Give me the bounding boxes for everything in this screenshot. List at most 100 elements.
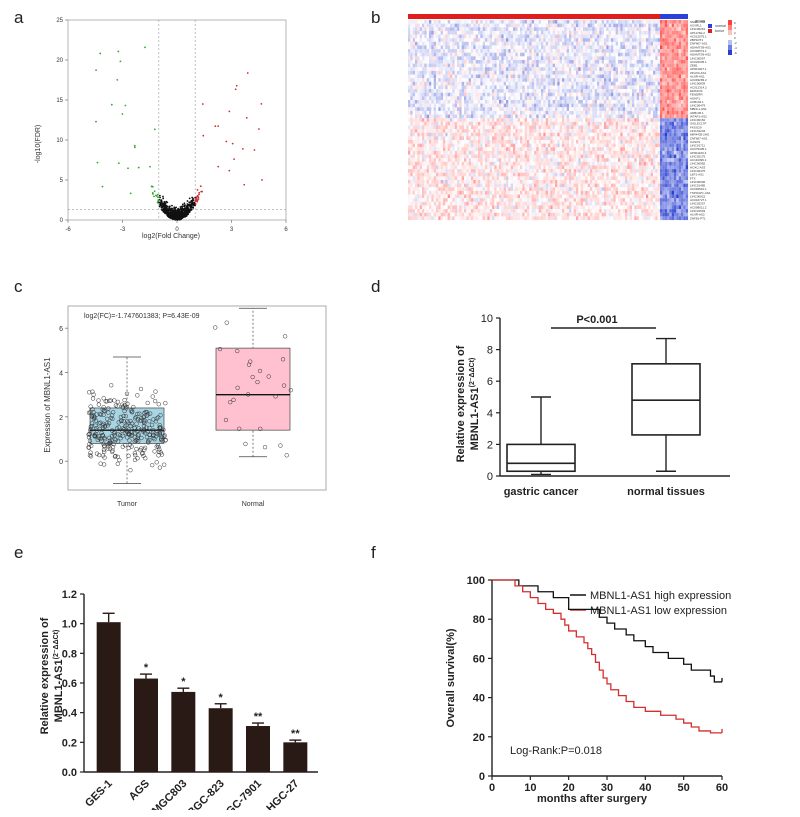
heatmap-cell	[487, 45, 490, 50]
heatmap-cell	[636, 107, 640, 111]
heatmap-cell	[429, 143, 432, 148]
volcano-point	[187, 213, 190, 216]
heatmap-cell	[608, 52, 612, 57]
heatmap-cell	[452, 143, 455, 148]
heatmap-cell	[620, 85, 623, 90]
heatmap-cell	[508, 27, 511, 31]
heatmap-cell	[655, 110, 658, 115]
volcano-point	[191, 202, 194, 204]
heatmap-cell	[429, 140, 432, 144]
heatmap-cell	[590, 107, 593, 111]
heatmap-cell	[515, 45, 518, 50]
heatmap-cell	[587, 41, 591, 46]
heatmap-cell	[466, 89, 469, 93]
heatmap-cell	[657, 60, 661, 64]
heatmap-cell	[410, 110, 413, 115]
heatmap-cell	[653, 74, 656, 79]
heatmap-cell	[436, 132, 439, 137]
heatmap-cell	[524, 140, 528, 144]
heatmap-cell	[618, 92, 621, 97]
heatmap-cell	[671, 92, 675, 97]
heatmap-cell	[520, 38, 523, 42]
heatmap-row-label: FENDRR	[690, 93, 703, 97]
volcano-point	[192, 198, 194, 201]
heatmap-cell	[578, 38, 581, 42]
volcano-point	[187, 207, 190, 210]
heatmap-row-label: AC012075.1	[690, 34, 707, 38]
volcano-point	[121, 113, 124, 115]
heatmap-cell	[412, 38, 416, 42]
heatmap-cell	[660, 23, 663, 28]
heatmap-cell	[527, 34, 530, 39]
heatmap-cell	[615, 132, 619, 137]
heatmap-cell	[569, 107, 572, 111]
heatmap-cell	[611, 63, 614, 68]
heatmap-cell	[520, 67, 523, 71]
volcano-point	[95, 120, 97, 123]
heatmap-cell	[471, 81, 474, 86]
heatmap-cell	[522, 38, 525, 42]
heatmap-cell	[426, 78, 430, 82]
heatmap-cell	[620, 103, 623, 108]
heatmap-cell	[571, 63, 574, 68]
heatmap-cell	[629, 41, 633, 46]
volcano-point	[181, 205, 184, 208]
heatmap-cell	[681, 110, 684, 115]
heatmap-cell	[639, 92, 642, 97]
volcano-point	[159, 196, 161, 199]
heatmap-cell	[622, 20, 626, 24]
heatmap-cell	[492, 27, 495, 31]
heatmap-cell	[555, 103, 558, 108]
heatmap-cell	[608, 118, 612, 122]
heatmap-cell	[447, 38, 451, 42]
heatmap-cell	[674, 92, 677, 97]
heatmap-cell	[564, 52, 567, 57]
heatmap-cell	[592, 23, 595, 28]
heatmap-cell	[599, 49, 602, 53]
heatmap-cell	[408, 78, 411, 82]
heatmap-cell	[501, 136, 504, 141]
heatmap-cell	[433, 85, 437, 90]
heatmap-cell	[550, 41, 553, 46]
heatmap-cell	[643, 56, 647, 61]
heatmap-cell	[524, 74, 528, 79]
heatmap-cell	[457, 96, 460, 101]
volcano-point	[170, 209, 173, 212]
heatmap-cell	[620, 56, 623, 61]
heatmap-cell	[585, 38, 588, 42]
heatmap-cell	[440, 60, 444, 64]
heatmap-cell	[683, 132, 686, 137]
heatmap-cell	[433, 118, 437, 122]
heatmap-cell	[501, 118, 504, 122]
heatmap-cell	[676, 45, 679, 50]
heatmap-cell	[412, 110, 416, 115]
heatmap-cell	[506, 63, 509, 68]
heatmap-cell	[629, 20, 633, 24]
heatmap-cell	[508, 92, 511, 97]
heatmap-cell	[517, 92, 521, 97]
heatmap-cell	[564, 121, 567, 126]
heatmap-cell	[480, 74, 483, 79]
heatmap-cell	[408, 20, 411, 24]
heatmap-cell	[433, 63, 437, 68]
heatmap-cell	[422, 23, 425, 28]
heatmap-cell	[557, 100, 560, 104]
heatmap-cell	[648, 60, 651, 64]
heatmap-cell	[601, 67, 605, 71]
heatmap-cell	[473, 114, 476, 119]
heatmap-cell	[671, 81, 675, 86]
heatmap-cell	[419, 136, 423, 141]
heatmap-cell	[653, 41, 656, 46]
heatmap-cell	[613, 136, 616, 141]
heatmap-cell	[452, 78, 455, 82]
heatmap-cell	[653, 70, 656, 75]
heatmap-cell	[650, 78, 654, 82]
heatmap-cell	[475, 92, 479, 97]
heatmap-cell	[550, 67, 553, 71]
heatmap-cell	[559, 140, 563, 144]
heatmap-cell	[594, 136, 598, 141]
volcano-point	[116, 78, 119, 81]
heatmap-cell	[482, 85, 486, 90]
heatmap-cell	[552, 136, 556, 141]
heatmap-cell	[517, 27, 521, 31]
